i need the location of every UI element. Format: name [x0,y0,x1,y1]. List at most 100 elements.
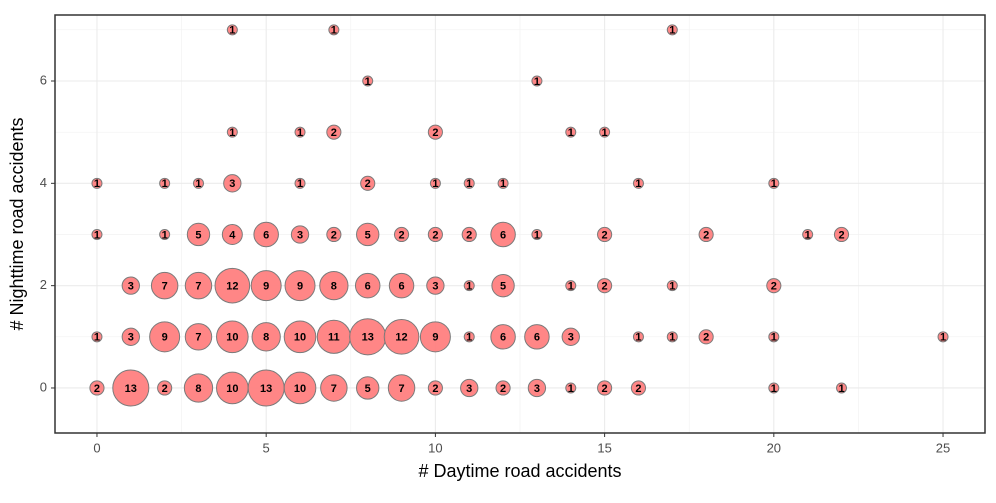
bubble [388,272,415,299]
bubble [91,177,103,189]
bubble [253,221,279,248]
data-label: 1 [635,332,641,344]
bubble [463,331,475,343]
data-label: 6 [534,332,540,344]
data-label: 12 [226,281,238,293]
bubble [214,267,251,304]
bubble [698,329,714,345]
data-label: 1 [500,178,506,190]
data-label: 9 [162,332,168,344]
y-tick-label: 2 [40,277,47,292]
data-label: 1 [771,383,777,395]
data-label: 3 [297,229,303,241]
x-tick-label: 10 [428,440,442,455]
data-label: 1 [602,127,608,139]
x-tick-label: 15 [597,440,611,455]
data-label: 6 [263,229,269,241]
bubble [427,380,443,396]
bubble [632,331,644,343]
data-label: 1 [162,178,168,190]
bubble [328,24,340,36]
data-label: 2 [331,127,337,139]
bubble [157,380,173,396]
bubble [112,369,150,407]
bubble [495,380,511,396]
x-tick-label: 0 [93,440,100,455]
bubble [354,272,381,299]
bubble [497,177,509,189]
data-label: 2 [703,332,709,344]
data-label: 2 [94,383,100,395]
bubble [632,177,644,189]
bubble [362,75,374,87]
data-label: 1 [771,332,777,344]
x-tick-label: 5 [263,440,270,455]
data-label: 13 [125,383,137,395]
bubble [531,75,543,87]
data-label: 1 [669,281,675,293]
data-label: 2 [432,229,438,241]
bubble [561,327,580,346]
data-label: 11 [328,332,340,344]
data-label: 1 [568,127,574,139]
bubble [216,320,249,354]
bubble [226,126,238,138]
data-label: 1 [534,229,540,241]
data-label: 5 [195,229,201,241]
bubble [283,320,317,354]
bubble [565,280,577,292]
bubble [284,270,316,302]
bubble [283,371,317,405]
bubble [460,378,479,398]
data-label: 3 [466,383,472,395]
data-label: 1 [94,229,100,241]
data-label: 1 [229,25,235,37]
data-label: 9 [297,281,303,293]
data-label: 2 [398,229,404,241]
bubble [121,327,140,346]
data-label: 13 [362,332,374,344]
bubble [223,174,242,193]
bubble [802,228,814,240]
data-label: 1 [669,332,675,344]
bubble [427,226,443,243]
data-label: 2 [602,383,608,395]
data-label: 3 [432,281,438,293]
data-label: 6 [500,332,506,344]
bubble [159,228,171,240]
bubble [186,222,211,247]
x-tick-label: 20 [767,440,781,455]
x-axis-title: # Daytime road accidents [418,461,621,481]
data-label: 1 [669,25,675,37]
bubble [766,278,782,294]
data-label: 2 [365,178,371,190]
bubble [666,331,678,343]
data-label: 2 [635,383,641,395]
data-label: 6 [500,229,506,241]
data-label: 7 [331,383,337,395]
y-tick-label: 0 [40,379,47,394]
data-label: 3 [128,332,134,344]
data-label: 1 [568,281,574,293]
bubble [183,373,214,403]
bubble [91,331,103,343]
bubble [159,177,171,189]
data-label: 1 [838,383,844,395]
bubble [597,278,613,294]
bubble [319,271,349,301]
data-label: 10 [226,332,238,344]
bubble [89,380,105,396]
bubble [768,331,780,343]
data-label: 5 [365,229,371,241]
data-label: 1 [805,229,811,241]
bubble [383,318,420,355]
data-label: 13 [260,383,272,395]
data-label: 2 [602,281,608,293]
data-label: 2 [331,229,337,241]
data-label: 2 [838,229,844,241]
data-label: 3 [128,281,134,293]
data-label: 9 [263,281,269,293]
data-label: 1 [466,281,472,293]
data-label: 5 [500,281,506,293]
